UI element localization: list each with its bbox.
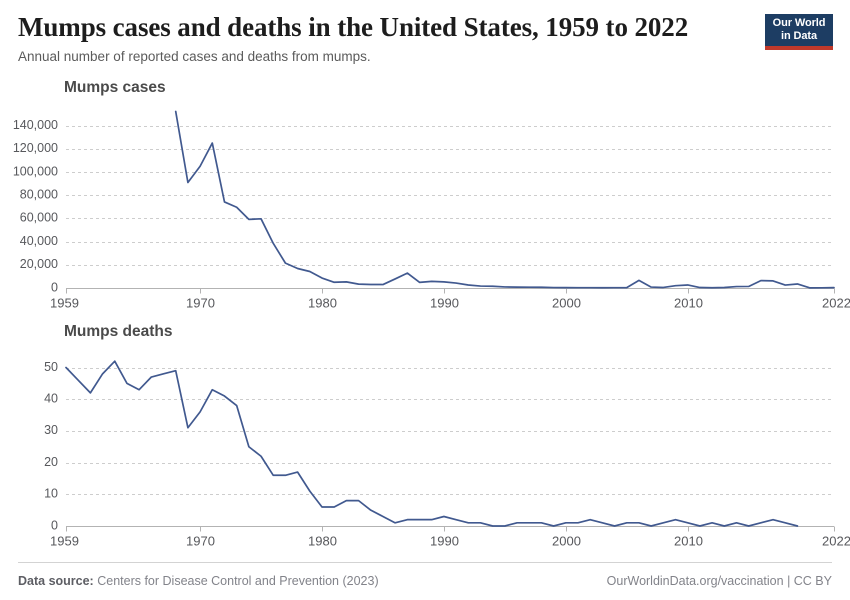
y-axis-tick-label: 0 [51, 280, 58, 294]
y-axis-tick-label: 80,000 [20, 187, 58, 201]
x-axis-tick-label: 1980 [308, 534, 337, 549]
panel-title-deaths: Mumps deaths [64, 323, 173, 340]
x-axis-tick-label: 2010 [674, 296, 703, 311]
x-axis-tick-label: 1959 [50, 296, 79, 311]
plot-area-cases: 0 20,000 40,000 60,000 80,000 100,000 120,000 1… [0, 104, 850, 316]
x-axis-tick-label: 2000 [552, 296, 581, 311]
page-subtitle: Annual number of reported cases and deat… [18, 49, 371, 64]
x-axis-tick-label: 1970 [186, 296, 215, 311]
y-axis-tick-label: 40,000 [20, 234, 58, 248]
y-axis-tick-label: 20 [44, 455, 58, 469]
y-axis-tick-label: 40 [44, 392, 58, 406]
footer-divider [18, 562, 832, 563]
x-axis-tick-label: 2022 [822, 296, 850, 311]
data-source: Data source: Centers for Disease Control… [18, 574, 379, 588]
panel-mumps-deaths: Mumps deaths 0 10 20 30 40 50 1959 1970 1980 1990… [0, 322, 850, 554]
y-axis-tick-label: 60,000 [20, 211, 58, 225]
logo-line-2: in Data [781, 29, 817, 42]
y-axis-tick-label: 100,000 [13, 164, 58, 178]
y-axis-tick-label: 50 [44, 360, 58, 374]
y-axis-tick-label: 140,000 [13, 118, 58, 132]
x-axis-tick-label: 2022 [822, 534, 850, 549]
x-axis-tick-label: 2000 [552, 534, 581, 549]
x-axis-tick-label: 2010 [674, 534, 703, 549]
x-axis-tick-label: 1990 [430, 296, 459, 311]
x-axis-tick-label: 1980 [308, 296, 337, 311]
x-axis-tick-label: 1959 [50, 534, 79, 549]
data-series-line [65, 360, 799, 527]
line-chart-cases: 0 20,000 40,000 60,000 80,000 100,000 120,000 1… [13, 110, 850, 311]
chart-header: Mumps cases and deaths in the United Sta… [18, 10, 832, 72]
plot-area-deaths: 0 10 20 30 40 50 1959 1970 1980 1990 2000 2010 2022 [0, 348, 850, 554]
x-axis-tick-label: 1970 [186, 534, 215, 549]
data-source-label: Data source: [18, 574, 94, 588]
page-title: Mumps cases and deaths in the United Sta… [18, 12, 689, 42]
panel-mumps-cases: Mumps cases 0 20,000 40,000 60,000 80,000 100… [0, 78, 850, 318]
y-axis-tick-label: 10 [44, 487, 58, 501]
logo-line-1: Our World [772, 17, 826, 29]
y-axis-tick-label: 0 [51, 518, 58, 532]
attribution-link[interactable]: OurWorldinData.org/vaccination | CC BY [606, 574, 832, 588]
y-axis-tick-label: 30 [44, 423, 58, 437]
panel-title-cases: Mumps cases [64, 79, 166, 96]
y-axis-tick-label: 120,000 [13, 141, 58, 155]
line-chart-deaths: 0 10 20 30 40 50 1959 1970 1980 1990 2000 2010 2022 [44, 360, 850, 549]
y-axis-tick-label: 20,000 [20, 257, 58, 271]
chart-footer: Data source: Centers for Disease Control… [18, 570, 832, 592]
our-world-in-data-logo[interactable]: Our World in Data [765, 14, 833, 50]
data-series-line [174, 110, 835, 289]
data-source-text: Centers for Disease Control and Preventi… [97, 574, 379, 588]
x-axis-tick-label: 1990 [430, 534, 459, 549]
